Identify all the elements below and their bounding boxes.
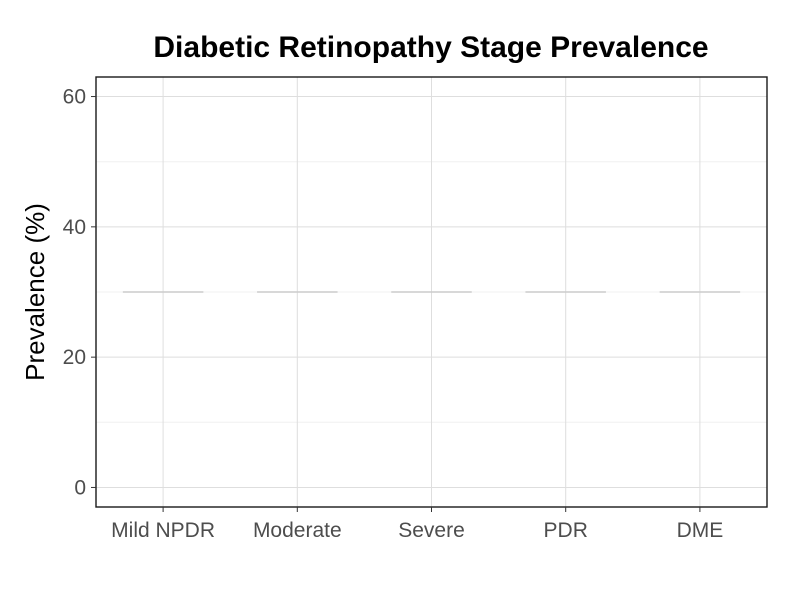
y-tick-label: 40	[63, 216, 86, 239]
x-tick-label: DME	[677, 519, 724, 542]
x-tick-label: PDR	[544, 519, 588, 542]
plot-panel: 0 20 40 60 Mild NPDR Moderate Severe PDR DME	[63, 76, 768, 542]
x-tick-label: Moderate	[253, 519, 342, 542]
y-tick-label: 20	[63, 346, 86, 369]
y-tick-label: 0	[74, 476, 86, 499]
y-axis-title: Prevalence (%)	[20, 203, 50, 381]
x-tick-label: Severe	[398, 519, 465, 542]
chart-title: Diabetic Retinopathy Stage Prevalence	[153, 31, 708, 64]
y-tick-label: 60	[63, 86, 86, 109]
x-tick-label: Mild NPDR	[111, 519, 215, 542]
